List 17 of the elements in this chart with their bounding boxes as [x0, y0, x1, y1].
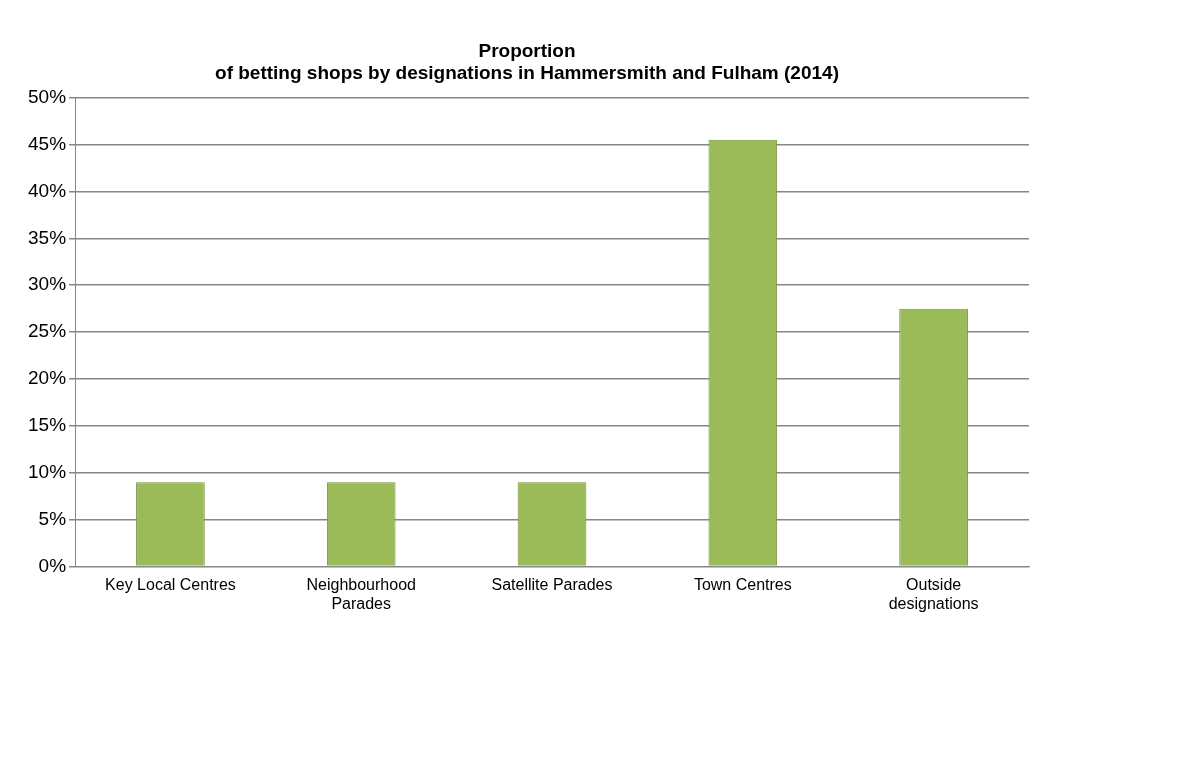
y-tick-label: 35%	[28, 226, 67, 248]
x-tick-label: Outside designations	[888, 575, 979, 612]
y-tick-label: 45%	[28, 132, 67, 154]
y-tick-label: 0%	[38, 554, 67, 576]
y-tick-label: 25%	[28, 320, 67, 342]
x-tick-label: Satellite Parades	[491, 575, 613, 593]
y-tick-label: 10%	[28, 461, 67, 483]
x-tick-label: Neighbourhood Parades	[306, 575, 416, 612]
y-tick-label: 15%	[28, 414, 67, 436]
y-tick-label: 5%	[38, 507, 67, 529]
chart-title: Proportion of betting shops by designations in Hammersmith and Fulham (2014)	[215, 39, 839, 84]
x-tick-label: Key Local Centres	[105, 575, 236, 593]
x-tick-label: Town Centres	[693, 575, 792, 593]
y-tick-label: 20%	[28, 367, 67, 389]
y-tick-label: 50%	[28, 85, 67, 107]
y-tick-label: 40%	[28, 179, 67, 201]
y-tick-label: 30%	[28, 273, 67, 295]
